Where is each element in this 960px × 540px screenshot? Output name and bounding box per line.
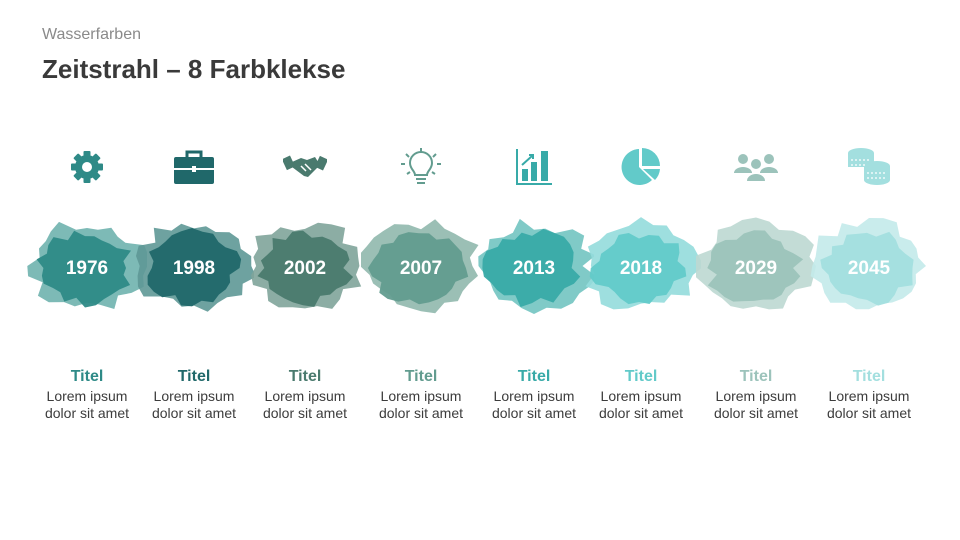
- timeline-item: 2018 Titel Lorem ipsum dolor sit amet: [581, 140, 701, 422]
- timeline-item: 1976 Titel Lorem ipsum dolor sit amet: [27, 140, 147, 422]
- item-title: Titel: [624, 368, 658, 385]
- item-description: Lorem ipsum dolor sit amet: [581, 388, 701, 422]
- item-title: Titel: [288, 368, 322, 385]
- description-line-2: dolor sit amet: [44, 405, 130, 421]
- item-title: Titel: [404, 368, 438, 385]
- year-label: 1976: [65, 258, 109, 279]
- year-label: 2002: [283, 258, 327, 279]
- watercolor-blob: 2007: [361, 210, 481, 330]
- item-title: Titel: [852, 368, 886, 385]
- item-description: Lorem ipsum dolor sit amet: [361, 388, 481, 422]
- year-label: 2007: [399, 258, 443, 279]
- year-label: 2018: [619, 258, 663, 279]
- lightbulb-icon: [361, 140, 481, 194]
- item-description: Lorem ipsum dolor sit amet: [474, 388, 594, 422]
- timeline-item: 1998 Titel Lorem ipsum dolor sit amet: [134, 140, 254, 422]
- description-line-2: dolor sit amet: [378, 405, 464, 421]
- slide-title: Zeitstrahl – 8 Farbklekse: [42, 54, 346, 84]
- people-icon: [696, 140, 816, 194]
- description-line-2: dolor sit amet: [491, 405, 577, 421]
- handshake-icon: [245, 140, 365, 194]
- watercolor-blob: 1976: [27, 210, 147, 330]
- watercolor-blob: 2013: [474, 210, 594, 330]
- description-line-1: Lorem ipsum: [264, 388, 346, 404]
- watercolor-blob: 2002: [245, 210, 365, 330]
- item-description: Lorem ipsum dolor sit amet: [809, 388, 929, 422]
- watercolor-blob: 2045: [809, 210, 929, 330]
- item-title: Titel: [739, 368, 773, 385]
- timeline-item: 2007 Titel Lorem ipsum dolor sit amet: [361, 140, 481, 422]
- description-line-1: Lorem ipsum: [600, 388, 682, 404]
- briefcase-icon: [134, 140, 254, 194]
- description-line-2: dolor sit amet: [151, 405, 237, 421]
- description-line-1: Lorem ipsum: [153, 388, 235, 404]
- timeline-item: 2045 Titel Lorem ipsum dolor sit amet: [809, 140, 929, 422]
- description-line-2: dolor sit amet: [713, 405, 799, 421]
- gear-icon: [27, 140, 147, 194]
- item-title: Titel: [177, 368, 211, 385]
- description-line-2: dolor sit amet: [262, 405, 348, 421]
- year-label: 1998: [172, 258, 216, 279]
- timeline-item: 2029 Titel Lorem ipsum dolor sit amet: [696, 140, 816, 422]
- description-line-1: Lorem ipsum: [715, 388, 797, 404]
- coins-icon: [809, 140, 929, 194]
- item-title: Titel: [70, 368, 104, 385]
- pie-chart-icon: [581, 140, 701, 194]
- item-description: Lorem ipsum dolor sit amet: [134, 388, 254, 422]
- timeline-item: 2002 Titel Lorem ipsum dolor sit amet: [245, 140, 365, 422]
- watercolor-blob: 2018: [581, 210, 701, 330]
- year-label: 2045: [847, 258, 891, 279]
- description-line-1: Lorem ipsum: [46, 388, 128, 404]
- slide-subtitle: Wasserfarben: [42, 26, 141, 43]
- bar-chart-icon: [474, 140, 594, 194]
- item-description: Lorem ipsum dolor sit amet: [245, 388, 365, 422]
- watercolor-blob: 1998: [134, 210, 254, 330]
- description-line-1: Lorem ipsum: [828, 388, 910, 404]
- timeline-item: 2013 Titel Lorem ipsum dolor sit amet: [474, 140, 594, 422]
- watercolor-blob: 2029: [696, 210, 816, 330]
- item-description: Lorem ipsum dolor sit amet: [696, 388, 816, 422]
- description-line-2: dolor sit amet: [598, 405, 684, 421]
- item-description: Lorem ipsum dolor sit amet: [27, 388, 147, 422]
- year-label: 2013: [512, 258, 556, 279]
- description-line-1: Lorem ipsum: [493, 388, 575, 404]
- year-label: 2029: [734, 258, 778, 279]
- description-line-2: dolor sit amet: [826, 405, 912, 421]
- description-line-1: Lorem ipsum: [380, 388, 462, 404]
- item-title: Titel: [517, 368, 551, 385]
